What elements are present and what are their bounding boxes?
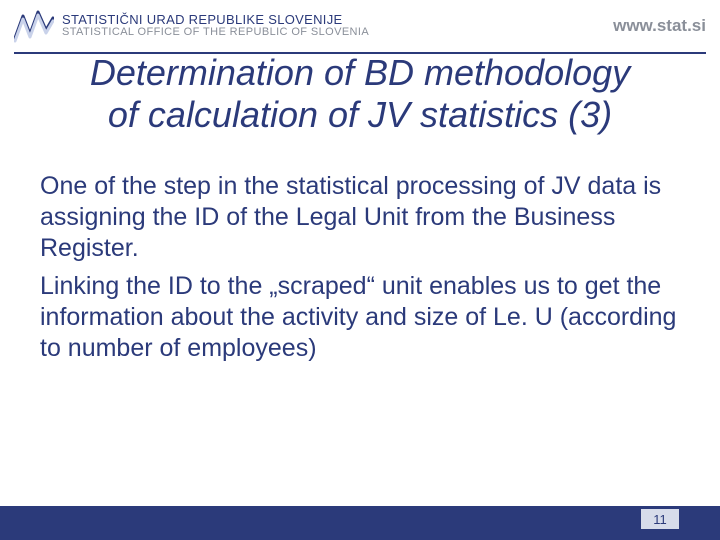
body-paragraph-2: Linking the ID to the „scraped“ unit ena…: [40, 271, 682, 365]
title-line-1: Determination of BD methodology: [40, 52, 680, 94]
site-url: www.stat.si: [613, 16, 706, 36]
body-paragraph-1: One of the step in the statistical proce…: [40, 171, 682, 265]
org-text-block: STATISTIČNI URAD REPUBLIKE SLOVENIJE STA…: [62, 13, 369, 38]
slide-body: One of the step in the statistical proce…: [0, 137, 720, 365]
org-name-sl: STATISTIČNI URAD REPUBLIKE SLOVENIJE: [62, 13, 369, 27]
page-number-box: 11: [640, 508, 680, 530]
title-line-2: of calculation of JV statistics (3): [40, 94, 680, 136]
slide: STATISTIČNI URAD REPUBLIKE SLOVENIJE STA…: [0, 0, 720, 540]
footer-bar: [0, 506, 720, 540]
page-number: 11: [653, 512, 667, 527]
slide-title: Determination of BD methodology of calcu…: [0, 52, 720, 137]
logo-icon: [14, 8, 54, 44]
slide-header: STATISTIČNI URAD REPUBLIKE SLOVENIJE STA…: [0, 0, 720, 52]
header-left: STATISTIČNI URAD REPUBLIKE SLOVENIJE STA…: [14, 8, 369, 44]
header-divider: [14, 52, 706, 54]
org-name-en: STATISTICAL OFFICE OF THE REPUBLIC OF SL…: [62, 27, 369, 39]
